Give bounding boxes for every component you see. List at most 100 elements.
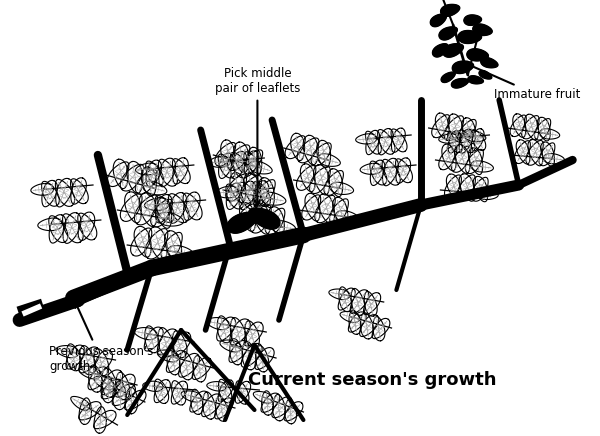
Polygon shape bbox=[172, 159, 190, 184]
Polygon shape bbox=[324, 170, 343, 195]
Polygon shape bbox=[290, 133, 305, 160]
Polygon shape bbox=[470, 161, 493, 172]
Polygon shape bbox=[242, 341, 256, 370]
Polygon shape bbox=[239, 176, 262, 204]
Polygon shape bbox=[151, 199, 172, 227]
Polygon shape bbox=[476, 188, 498, 200]
Polygon shape bbox=[215, 396, 228, 421]
Polygon shape bbox=[157, 329, 178, 355]
Polygon shape bbox=[131, 228, 152, 256]
Polygon shape bbox=[311, 143, 331, 166]
Polygon shape bbox=[236, 381, 249, 404]
Polygon shape bbox=[155, 194, 172, 223]
Polygon shape bbox=[101, 379, 122, 399]
Polygon shape bbox=[155, 197, 172, 228]
Polygon shape bbox=[464, 15, 482, 25]
Polygon shape bbox=[164, 231, 182, 262]
Polygon shape bbox=[451, 146, 471, 172]
Polygon shape bbox=[179, 354, 199, 377]
Polygon shape bbox=[71, 178, 86, 204]
Polygon shape bbox=[473, 177, 488, 202]
Polygon shape bbox=[215, 398, 233, 419]
Polygon shape bbox=[349, 310, 361, 334]
Polygon shape bbox=[318, 153, 340, 167]
Polygon shape bbox=[94, 349, 109, 376]
Polygon shape bbox=[359, 315, 379, 337]
Polygon shape bbox=[184, 192, 200, 221]
Polygon shape bbox=[192, 358, 212, 379]
Polygon shape bbox=[167, 245, 194, 259]
Polygon shape bbox=[350, 290, 369, 313]
Polygon shape bbox=[49, 216, 68, 242]
Polygon shape bbox=[226, 183, 242, 209]
Polygon shape bbox=[259, 178, 274, 208]
Polygon shape bbox=[155, 196, 174, 222]
Polygon shape bbox=[370, 161, 387, 185]
Polygon shape bbox=[471, 129, 486, 150]
Text: Immature fruit: Immature fruit bbox=[463, 62, 581, 102]
Polygon shape bbox=[516, 140, 530, 164]
Polygon shape bbox=[253, 181, 269, 207]
Polygon shape bbox=[71, 396, 90, 410]
Polygon shape bbox=[464, 130, 486, 142]
Polygon shape bbox=[172, 332, 191, 356]
Polygon shape bbox=[169, 193, 187, 223]
Polygon shape bbox=[235, 382, 251, 403]
Polygon shape bbox=[543, 153, 565, 164]
Polygon shape bbox=[314, 165, 329, 195]
Polygon shape bbox=[115, 374, 135, 397]
Polygon shape bbox=[391, 128, 405, 152]
Polygon shape bbox=[459, 129, 473, 153]
Polygon shape bbox=[190, 391, 208, 412]
Polygon shape bbox=[539, 143, 555, 166]
Polygon shape bbox=[249, 208, 280, 229]
Polygon shape bbox=[285, 136, 305, 159]
Polygon shape bbox=[159, 158, 176, 187]
Polygon shape bbox=[285, 399, 296, 424]
Polygon shape bbox=[356, 134, 377, 144]
Polygon shape bbox=[253, 392, 272, 403]
Polygon shape bbox=[179, 351, 194, 380]
Polygon shape bbox=[391, 129, 407, 152]
Polygon shape bbox=[268, 207, 284, 235]
Polygon shape bbox=[245, 321, 259, 348]
Polygon shape bbox=[101, 370, 122, 395]
Polygon shape bbox=[260, 192, 286, 205]
Polygon shape bbox=[79, 398, 91, 424]
Text: Previous season's
growth: Previous season's growth bbox=[49, 303, 154, 373]
Polygon shape bbox=[296, 166, 316, 191]
Polygon shape bbox=[330, 182, 353, 194]
Polygon shape bbox=[230, 319, 250, 345]
Polygon shape bbox=[261, 393, 280, 412]
Polygon shape bbox=[172, 381, 186, 405]
Polygon shape bbox=[203, 392, 216, 419]
Polygon shape bbox=[79, 366, 101, 379]
Polygon shape bbox=[49, 215, 66, 243]
Polygon shape bbox=[328, 169, 343, 197]
Polygon shape bbox=[239, 203, 256, 232]
Polygon shape bbox=[443, 44, 463, 57]
Polygon shape bbox=[218, 153, 233, 178]
Polygon shape bbox=[338, 288, 355, 310]
Polygon shape bbox=[169, 194, 189, 223]
Polygon shape bbox=[458, 31, 482, 44]
Polygon shape bbox=[448, 114, 463, 142]
Polygon shape bbox=[510, 115, 526, 136]
Polygon shape bbox=[127, 161, 143, 193]
Polygon shape bbox=[144, 327, 163, 351]
Polygon shape bbox=[451, 78, 469, 88]
Polygon shape bbox=[71, 179, 88, 204]
Polygon shape bbox=[521, 116, 539, 139]
Polygon shape bbox=[366, 130, 380, 155]
Polygon shape bbox=[136, 163, 158, 175]
Polygon shape bbox=[332, 198, 348, 225]
Polygon shape bbox=[541, 142, 554, 166]
Polygon shape bbox=[297, 138, 319, 163]
Polygon shape bbox=[202, 394, 221, 417]
Polygon shape bbox=[249, 161, 272, 174]
Polygon shape bbox=[101, 368, 116, 397]
Polygon shape bbox=[396, 158, 410, 183]
Polygon shape bbox=[207, 382, 226, 391]
Polygon shape bbox=[301, 164, 315, 192]
Polygon shape bbox=[395, 159, 412, 183]
